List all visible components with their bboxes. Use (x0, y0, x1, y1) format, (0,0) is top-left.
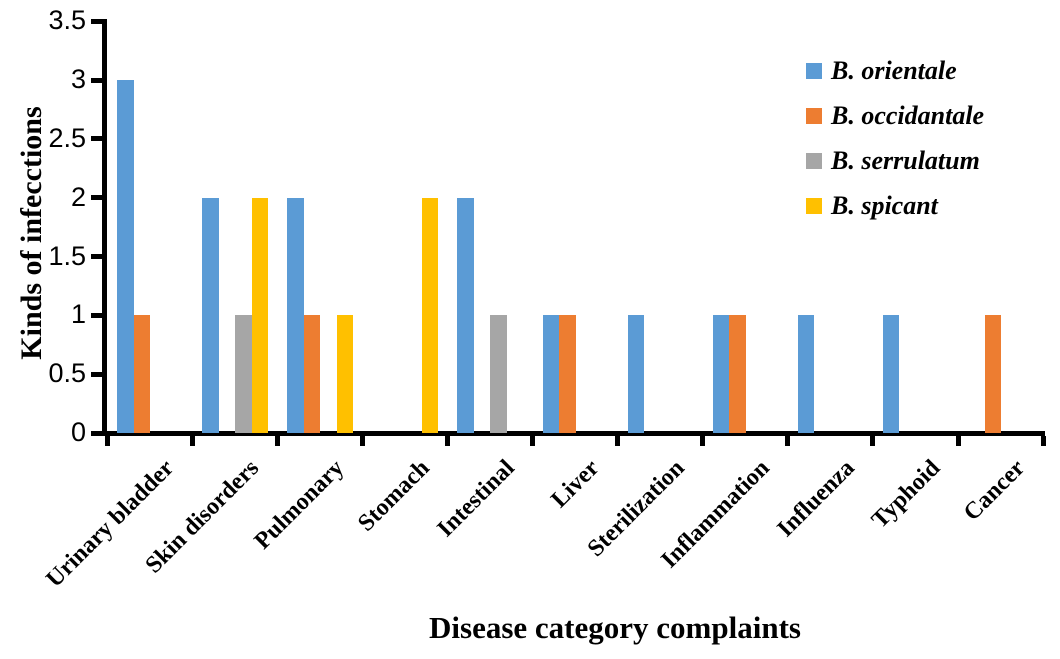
bar (797, 315, 815, 433)
x-axis-tick (444, 436, 450, 446)
x-category-label: Stomach (352, 455, 435, 537)
x-category-label: Pulmonary (249, 455, 350, 555)
y-tick-label: 3.5 (48, 5, 86, 36)
x-category-label: Influenza (772, 455, 860, 543)
bar (287, 197, 304, 433)
y-axis-tick (91, 18, 102, 24)
legend-swatch (806, 63, 822, 79)
y-axis-tick (91, 136, 102, 142)
y-tick-label: 2 (70, 181, 86, 212)
y-axis-tick (91, 254, 102, 259)
legend-entry: B. orientale (806, 56, 984, 86)
x-axis-tick (274, 436, 280, 446)
y-axis-title: Kinds of infecctions (15, 106, 48, 360)
x-axis-tick (189, 436, 195, 446)
legend-swatch (806, 108, 822, 124)
legend-label: B. orientale (831, 56, 957, 85)
x-category-label: Cancer (958, 455, 1030, 527)
x-axis-tick (104, 436, 110, 446)
y-tick-label: 1 (70, 299, 86, 330)
x-axis-tick (700, 436, 706, 446)
x-axis-tick (785, 436, 791, 446)
x-category-label: Typhoid (866, 455, 945, 534)
x-axis-tick (359, 436, 365, 446)
bar (336, 315, 354, 433)
legend-swatch (806, 198, 822, 214)
y-tick-label: 0.5 (48, 358, 86, 389)
y-tick-label: 0 (70, 416, 86, 447)
bar (712, 315, 730, 433)
bar (235, 315, 252, 433)
y-axis-tick (91, 430, 102, 436)
bar (729, 315, 746, 433)
x-category-label: Intestinal (432, 455, 520, 543)
bar (117, 80, 134, 433)
x-axis-tick (955, 436, 961, 446)
x-axis-tick (870, 436, 876, 446)
y-axis-tick (91, 371, 102, 377)
legend-label: B. occidantale (831, 101, 985, 130)
legend-swatch (806, 153, 822, 169)
bar (421, 197, 439, 433)
bar (627, 315, 645, 433)
bar (882, 315, 900, 433)
bar (984, 315, 1001, 433)
bar (542, 315, 559, 433)
bar (202, 197, 219, 433)
y-tick-label: 3 (70, 63, 86, 94)
legend-entry: B. spicant (806, 191, 984, 221)
bar (251, 197, 269, 433)
bar (457, 197, 474, 433)
legend-entry: B. occidantale (806, 101, 984, 131)
bar (133, 315, 150, 433)
bar (559, 315, 576, 433)
legend-label: B. serrulatum (831, 146, 980, 175)
bar (303, 315, 321, 433)
y-tick-label: 2.5 (48, 122, 86, 153)
x-axis-tick (530, 436, 535, 446)
x-axis-title: Disease category complaints (429, 610, 801, 645)
y-axis-line (102, 19, 107, 436)
x-category-label: Liver (546, 455, 605, 513)
x-axis-tick (1040, 436, 1046, 446)
x-axis-tick (615, 436, 621, 446)
legend-label: B. spicant (831, 191, 938, 220)
y-tick-label: 1.5 (48, 240, 86, 271)
legend: B. orientale B. occidantale B. serrulatum B… (806, 56, 984, 236)
y-axis-tick (91, 77, 102, 83)
legend-entry: B. serrulatum (806, 146, 984, 176)
y-axis-tick (91, 312, 102, 318)
bar (490, 315, 507, 433)
y-axis-tick (91, 195, 102, 201)
x-axis-line (96, 431, 1045, 436)
